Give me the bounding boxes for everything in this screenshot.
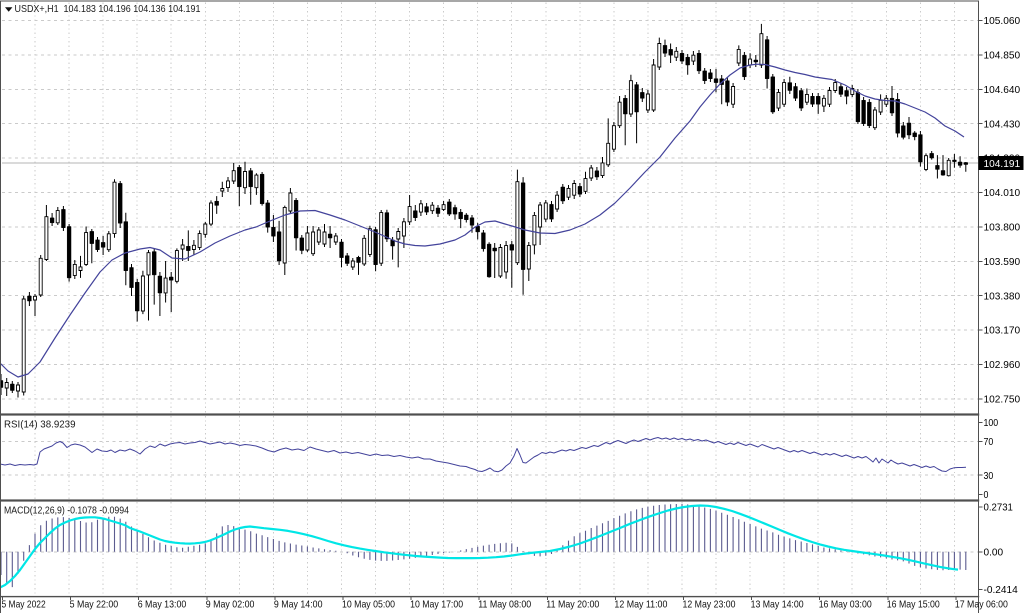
svg-text:17 May 06:00: 17 May 06:00 — [955, 599, 1008, 611]
svg-text:16 May 15:00: 16 May 15:00 — [887, 599, 940, 611]
svg-text:103.800: 103.800 — [984, 222, 1021, 234]
svg-text:11 May 20:00: 11 May 20:00 — [546, 599, 599, 611]
svg-text:13 May 14:00: 13 May 14:00 — [751, 599, 804, 611]
svg-text:104.430: 104.430 — [984, 118, 1021, 130]
svg-text:102.960: 102.960 — [984, 359, 1021, 371]
svg-text:5 May 2022: 5 May 2022 — [2, 599, 46, 611]
svg-text:6 May 13:00: 6 May 13:00 — [138, 599, 187, 611]
svg-text:100: 100 — [984, 417, 999, 429]
svg-text:-0.2414: -0.2414 — [984, 584, 1018, 596]
svg-text:16 May 03:00: 16 May 03:00 — [819, 599, 872, 611]
svg-text:RSI(14) 38.9239: RSI(14) 38.9239 — [4, 419, 76, 431]
svg-text:103.590: 103.590 — [984, 256, 1021, 268]
svg-text:103.170: 103.170 — [984, 325, 1021, 337]
svg-text:0: 0 — [984, 489, 989, 501]
svg-text:104.191: 104.191 — [984, 158, 1021, 170]
svg-text:30: 30 — [984, 470, 994, 482]
svg-text:12 May 11:00: 12 May 11:00 — [614, 599, 667, 611]
svg-text:10 May 05:00: 10 May 05:00 — [342, 599, 395, 611]
svg-text:5 May 22:00: 5 May 22:00 — [70, 599, 119, 611]
svg-text:9 May 14:00: 9 May 14:00 — [274, 599, 323, 611]
svg-text:104.850: 104.850 — [984, 50, 1021, 62]
svg-text:102.750: 102.750 — [984, 394, 1021, 406]
svg-text:MACD(12,26,9) -0.1078 -0.0994: MACD(12,26,9) -0.1078 -0.0994 — [4, 505, 129, 517]
svg-text:105.060: 105.060 — [984, 15, 1021, 27]
svg-text:103.380: 103.380 — [984, 290, 1021, 302]
svg-text:12 May 23:00: 12 May 23:00 — [683, 599, 736, 611]
svg-text:0.2731: 0.2731 — [984, 502, 1014, 514]
svg-text:10 May 17:00: 10 May 17:00 — [410, 599, 463, 611]
svg-text:9 May 02:00: 9 May 02:00 — [206, 599, 255, 611]
svg-text:USDX+,H1 104.183 104.196 104.: USDX+,H1 104.183 104.196 104.136 104.191 — [15, 3, 201, 15]
svg-text:11 May 08:00: 11 May 08:00 — [478, 599, 531, 611]
svg-text:104.640: 104.640 — [984, 84, 1021, 96]
svg-text:104.010: 104.010 — [984, 187, 1021, 199]
svg-text:0.00: 0.00 — [984, 547, 1004, 559]
svg-text:70: 70 — [984, 436, 994, 448]
